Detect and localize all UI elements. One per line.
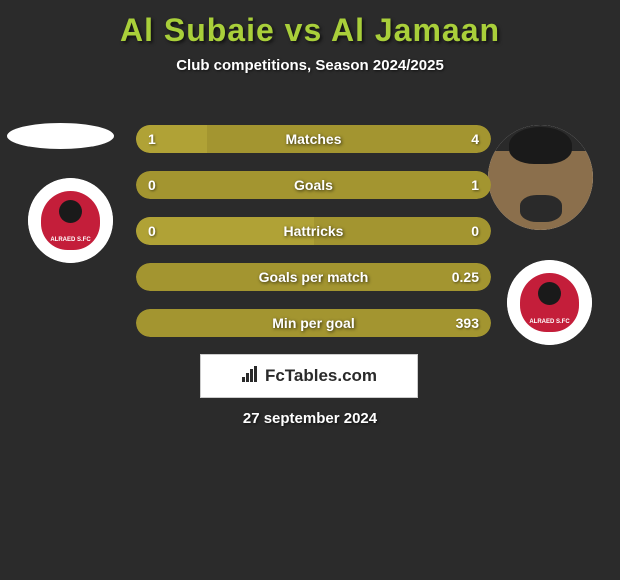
- stat-right-value: 0: [471, 223, 479, 239]
- stat-row-hattricks: 0 Hattricks 0: [136, 217, 491, 245]
- stat-row-goals-per-match: Goals per match 0.25: [136, 263, 491, 291]
- stat-label: Min per goal: [136, 315, 491, 331]
- stat-label: Hattricks: [136, 223, 491, 239]
- player1-club-badge: ALRAED S.FC: [28, 178, 113, 263]
- stat-label: Goals per match: [136, 269, 491, 285]
- stat-right-value: 1: [471, 177, 479, 193]
- player2-avatar: [488, 125, 593, 230]
- stat-row-matches: 1 Matches 4: [136, 125, 491, 153]
- player2-club-badge: ALRAED S.FC: [507, 260, 592, 345]
- player1-avatar: [7, 123, 114, 149]
- player2-club-name: ALRAED S.FC: [520, 319, 580, 325]
- branding-box[interactable]: FcTables.com: [200, 354, 418, 398]
- stat-label: Matches: [136, 131, 491, 147]
- branding-text: FcTables.com: [265, 366, 377, 386]
- stats-container: 1 Matches 4 0 Goals 1 0 Hattricks 0 Goal…: [136, 125, 491, 355]
- date-text: 27 september 2024: [0, 410, 620, 427]
- subtitle: Club competitions, Season 2024/2025: [0, 57, 620, 92]
- stat-row-goals: 0 Goals 1: [136, 171, 491, 199]
- stat-label: Goals: [136, 177, 491, 193]
- player1-club-name: ALRAED S.FC: [41, 237, 101, 243]
- chart-icon: [241, 365, 259, 388]
- page-title: Al Subaie vs Al Jamaan: [0, 0, 620, 57]
- stat-right-value: 4: [471, 131, 479, 147]
- stat-right-value: 393: [456, 315, 479, 331]
- stat-right-value: 0.25: [452, 269, 479, 285]
- stat-row-min-per-goal: Min per goal 393: [136, 309, 491, 337]
